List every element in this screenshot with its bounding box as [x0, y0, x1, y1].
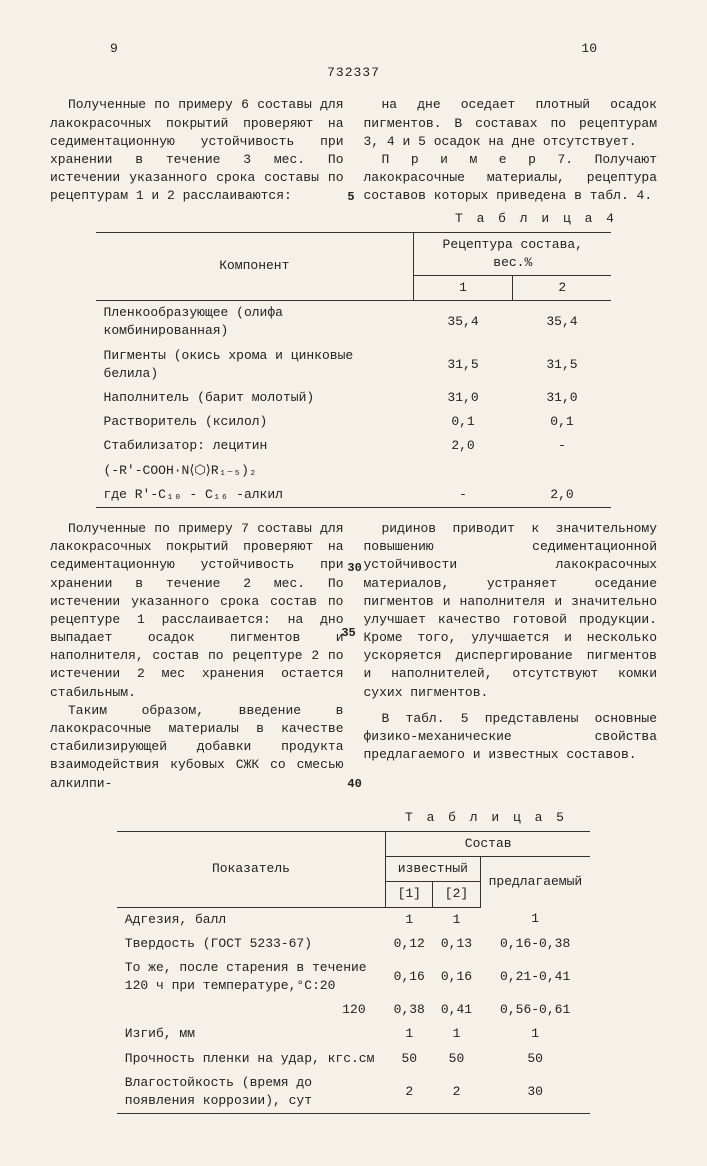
mid-right-p1: ридинов приводит к значительному повышен…: [364, 520, 658, 702]
line-number-35: 35: [341, 625, 355, 642]
table-row: Пигменты (окись хрома и цинковые белила): [96, 344, 414, 386]
t5-head-comp: Состав: [386, 831, 591, 856]
table-row: Изгиб, мм: [117, 1022, 386, 1046]
t5-head-indicator: Показатель: [117, 831, 386, 907]
table-row: Пленкообразующее (олифа комбинированная): [96, 301, 414, 344]
para-right-1: на дне оседает плотный осадок пигментов.…: [364, 96, 658, 151]
t4-head-c2: 2: [513, 276, 612, 301]
line-number-5: 5: [347, 189, 354, 206]
t5-head-known: известный: [386, 857, 480, 882]
mid-right-p2: В табл. 5 представлены основные физико-м…: [364, 710, 658, 765]
table5-caption: Т а б л и ц а 5: [50, 809, 567, 827]
table-row: Влагостойкость (время до появления корро…: [117, 1071, 386, 1114]
t5-head-r2: [2]: [433, 882, 480, 907]
mid-left-p1: Полученные по примеру 7 составы для лако…: [50, 520, 344, 702]
table-row: Растворитель (ксилол): [96, 410, 414, 434]
table-row: Адгезия, балл: [117, 907, 386, 932]
table-row: 120: [117, 998, 386, 1022]
line-number-40: 40: [347, 776, 361, 793]
t5-head-proposed: предлагаемый: [480, 857, 590, 907]
t5-head-r1: [1]: [386, 882, 433, 907]
document-number: 732337: [50, 64, 657, 82]
t4-head-recipe: Рецептура состава, вес.%: [414, 232, 612, 275]
table-row: Наполнитель (барит молотый): [96, 386, 414, 410]
formula-note: где R'-C₁₀ - C₁₆ -алкил: [96, 483, 414, 508]
t4-head-component: Компонент: [96, 232, 414, 301]
page-left: 9: [110, 40, 118, 58]
page-right: 10: [581, 40, 597, 58]
table-row: Твердость (ГОСТ 5233-67): [117, 932, 386, 956]
table-row: То же, после старения в течение 120 ч пр…: [117, 956, 386, 998]
table-4: Компонент Рецептура состава, вес.% 1 2 П…: [96, 232, 612, 508]
table-5: Показатель Состав известный предлагаемый…: [117, 831, 590, 1114]
table4-caption: Т а б л и ц а 4: [50, 210, 617, 228]
t4-head-c1: 1: [414, 276, 513, 301]
mid-left-p2: Таким образом, введение в лакокрасочные …: [50, 702, 344, 793]
page-numbers: 9 10: [50, 40, 657, 58]
para-right-2: П р и м е р 7. Получают лакокрасочные ма…: [364, 151, 658, 206]
table-row: Стабилизатор: лецитин: [96, 434, 414, 458]
table-row: Прочность пленки на удар, кгс.см: [117, 1047, 386, 1071]
formula-row: (-R'-COOH·N⟨⬡⟩R₁₋₅)₂: [96, 459, 414, 483]
line-number-30: 30: [347, 560, 361, 577]
para-left-1: Полученные по примеру 6 составы для лако…: [50, 96, 344, 205]
